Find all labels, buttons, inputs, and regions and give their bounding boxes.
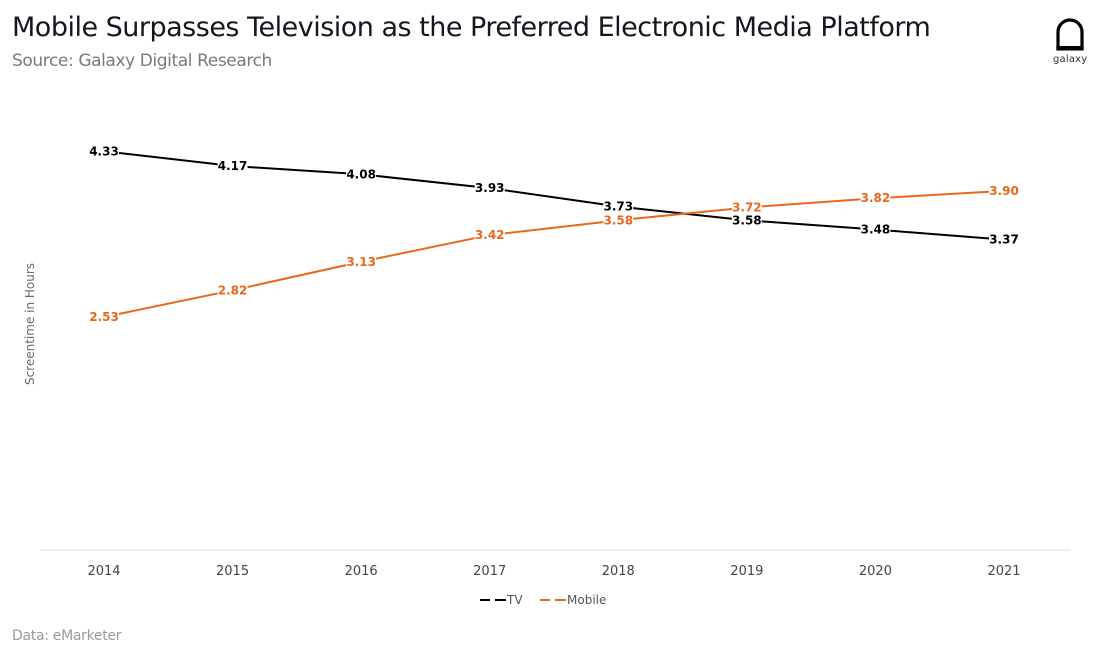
data-labels: 4.334.174.083.933.733.583.483.372.532.82…	[89, 143, 1019, 324]
logo-text: galaxy	[1053, 54, 1088, 65]
data-label-background	[346, 253, 377, 268]
data-label-tv: 3.93	[475, 181, 505, 195]
data-label-mobile: 3.90	[989, 184, 1019, 198]
data-label-background	[731, 212, 762, 227]
data-label-background	[860, 190, 891, 205]
y-axis-label: Screentime in Hours	[23, 263, 37, 385]
data-label-background	[474, 227, 505, 242]
legend-item-tv[interactable]: TV	[480, 593, 523, 607]
x-tick-label: 2017	[473, 564, 506, 579]
data-label-tv: 3.48	[861, 223, 891, 237]
data-label-background	[860, 221, 891, 236]
data-label-tv: 3.37	[989, 233, 1019, 247]
data-label-tv: 3.73	[603, 200, 633, 214]
series-line-mobile	[103, 189, 1005, 319]
data-label-mobile: 3.42	[475, 228, 505, 242]
x-tick-label: 2020	[859, 564, 892, 579]
data-label-background	[989, 231, 1019, 246]
x-tick-label: 2021	[987, 564, 1020, 579]
legend: TV Mobile	[480, 593, 606, 607]
x-tick-labels: 2014 2015 2016 2017 2018 2019 2020 2021	[87, 564, 1020, 579]
data-label-tv: 3.58	[732, 213, 762, 227]
data-label-background	[217, 158, 248, 173]
data-label-tv: 4.33	[89, 144, 119, 158]
data-label-background	[89, 143, 119, 158]
chart-title: Mobile Surpasses Television as the Prefe…	[12, 12, 931, 43]
data-source-note: Data: eMarketer	[12, 628, 122, 644]
data-label-background	[217, 282, 248, 297]
galaxy-helmet-icon	[1056, 18, 1084, 51]
data-label-mobile: 3.72	[732, 200, 762, 214]
chart-subtitle: Source: Galaxy Digital Research	[12, 51, 272, 71]
data-label-background	[346, 166, 377, 181]
data-label-background	[603, 198, 634, 213]
data-label-background	[603, 212, 634, 227]
legend-label: Mobile	[567, 593, 606, 607]
x-tick-label: 2016	[345, 564, 378, 579]
data-label-tv: 4.08	[346, 167, 376, 181]
series-line-tv	[103, 150, 1005, 241]
data-label-mobile: 3.82	[861, 191, 891, 205]
x-tick-label: 2015	[216, 564, 249, 579]
series-lines	[103, 150, 1005, 319]
x-tick-label: 2018	[602, 564, 635, 579]
legend-label: TV	[506, 593, 523, 607]
data-label-mobile: 3.58	[603, 213, 633, 227]
data-label-mobile: 2.82	[218, 283, 248, 297]
legend-item-mobile[interactable]: Mobile	[540, 593, 606, 607]
data-label-background	[989, 182, 1019, 197]
x-tick-label: 2014	[87, 564, 120, 579]
data-label-mobile: 2.53	[89, 310, 119, 324]
data-label-background	[474, 180, 505, 195]
data-label-tv: 4.17	[218, 159, 248, 173]
data-label-mobile: 3.13	[346, 255, 376, 269]
data-label-background	[89, 309, 119, 324]
data-label-background	[731, 199, 762, 214]
x-tick-label: 2019	[730, 564, 763, 579]
